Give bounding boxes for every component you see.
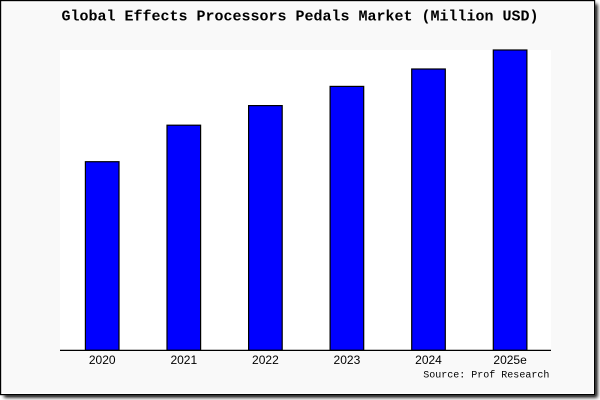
svg-text:2023: 2023 <box>334 353 361 367</box>
svg-text:2020: 2020 <box>89 353 116 367</box>
svg-text:Source: Prof Research: Source: Prof Research <box>423 370 549 382</box>
svg-text:Global Effects Processors Peda: Global Effects Processors Pedals Market … <box>61 8 538 25</box>
svg-text:2022: 2022 <box>252 353 279 367</box>
svg-text:2021: 2021 <box>170 353 197 367</box>
svg-text:2024: 2024 <box>415 353 442 367</box>
svg-text:2025e: 2025e <box>493 353 527 367</box>
